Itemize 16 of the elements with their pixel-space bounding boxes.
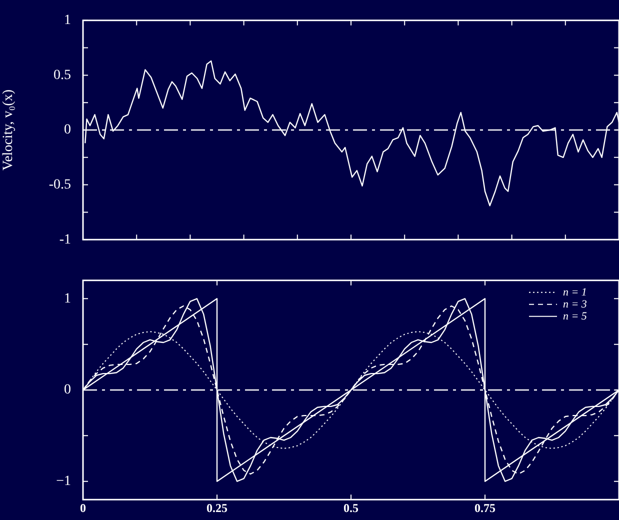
- x-tick-label: 0: [80, 500, 86, 515]
- y-tick-label: 1: [64, 291, 71, 306]
- legend-label: n = 5: [563, 310, 588, 322]
- y-tick-label: 0.5: [54, 68, 71, 83]
- x-tick-label: 0.25: [206, 500, 228, 515]
- x-tick-label: 0.5: [344, 500, 358, 515]
- y-tick-label: -1: [59, 232, 71, 248]
- y-tick-label: 0: [64, 382, 71, 398]
- y-tick-label: 0: [64, 122, 71, 138]
- y-tick-label: -0.5: [48, 177, 71, 192]
- y-tick-label: −1: [56, 474, 71, 490]
- y-tick-label: 1: [64, 13, 71, 28]
- x-tick-label: 0.75: [474, 500, 496, 515]
- y-axis-title: Velocity, v₀(x): [1, 89, 16, 170]
- legend-label: n = 3: [563, 298, 588, 310]
- legend-label: n = 1: [563, 286, 587, 298]
